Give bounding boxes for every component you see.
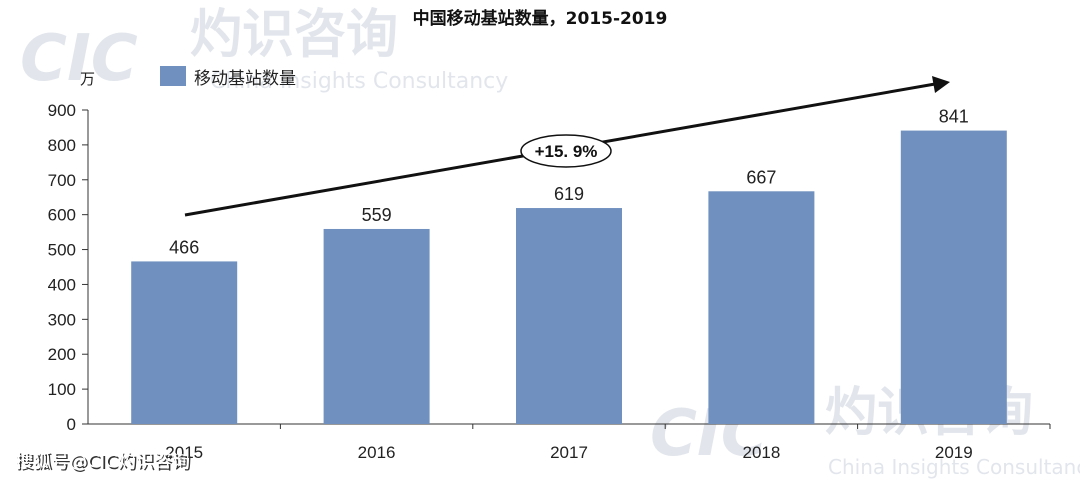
y-tick-label: 400 (48, 275, 76, 294)
chart-title: 中国移动基站数量，2015-2019 (413, 8, 668, 29)
bar-2017 (516, 208, 622, 424)
y-tick-label: 300 (48, 310, 76, 329)
x-tick-label-2019: 2019 (935, 443, 973, 462)
value-label-2016: 559 (362, 205, 392, 225)
x-tick-label-2016: 2016 (358, 443, 396, 462)
legend-label: 移动基站数量 (194, 69, 296, 89)
watermark-logo: CIC (20, 22, 138, 96)
x-tick-label-2017: 2017 (550, 443, 588, 462)
cagr-ellipse (520, 134, 612, 168)
y-tick-label: 500 (48, 241, 76, 260)
watermark-brand-en: China Insights Consultancy (828, 455, 1080, 479)
y-unit-label: 万 (80, 70, 95, 88)
legend-swatch (160, 66, 186, 86)
watermark-top: CIC 灼识咨询 China Insights Consultancy (20, 5, 508, 96)
y-ticks: 0 100 200 300 400 500 600 700 800 900 (48, 101, 88, 434)
value-label-2018: 667 (746, 167, 776, 187)
bar-2018 (708, 191, 815, 424)
footer-source: 搜狐号@CIC灼识咨询 (15, 451, 189, 472)
watermark-brand-en: China Insights Consultancy (210, 69, 508, 94)
y-tick-label: 700 (48, 171, 76, 190)
value-labels: 466 559 619 667 841 (169, 107, 969, 258)
y-tick-label: 100 (48, 380, 76, 399)
x-tick-label-2015: 2015 (165, 443, 203, 462)
value-label-2015: 466 (169, 237, 199, 257)
x-tick-labels: 2015 2016 2017 2018 2019 (165, 424, 1051, 462)
cagr-text: +15. 9% (535, 142, 598, 161)
bar-2019 (900, 130, 1007, 424)
y-tick-label: 200 (48, 345, 76, 364)
value-label-2019: 841 (939, 107, 969, 127)
footer-source-shadow: 搜狐号@CIC灼识咨询 (17, 453, 191, 474)
y-tick-label: 800 (48, 136, 76, 155)
bar-2016 (323, 228, 430, 424)
y-tick-label: 600 (48, 206, 76, 225)
y-tick-label: 0 (67, 415, 76, 434)
value-label-2017: 619 (554, 184, 584, 204)
bars (131, 130, 1007, 424)
watermark-brand-cn: 灼识咨询 (190, 5, 398, 65)
arrow-head (932, 76, 950, 93)
bar-2015 (131, 261, 238, 424)
y-tick-label: 900 (48, 101, 76, 120)
cagr-annotation: +15. 9% (520, 134, 612, 168)
x-tick-label-2018: 2018 (742, 443, 780, 462)
legend: 移动基站数量 (160, 66, 296, 89)
